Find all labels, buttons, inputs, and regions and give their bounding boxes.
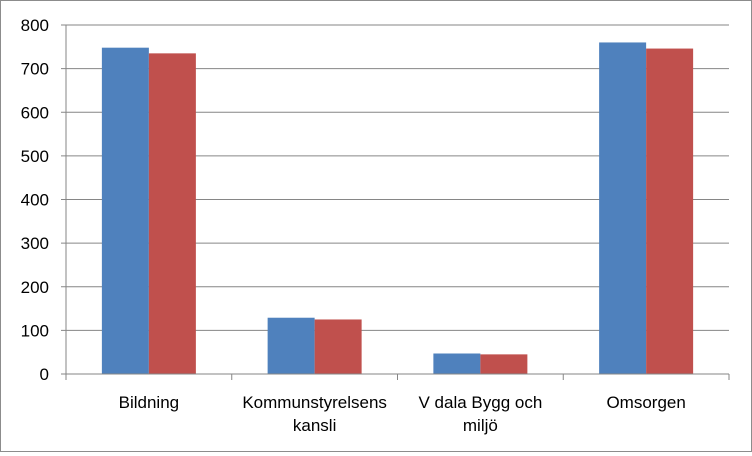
y-tick-label: 300 [21, 234, 49, 253]
y-tick-label: 100 [21, 321, 49, 340]
y-tick-label: 200 [21, 278, 49, 297]
x-tick-label: V dala Bygg och [418, 393, 542, 412]
bar [433, 353, 481, 374]
y-tick-label: 400 [21, 191, 49, 210]
tick-labels: 0 100 200 300 400 500 600 700 800 Bildning Kommuns… [21, 16, 686, 435]
x-tick-label: Bildning [119, 393, 180, 412]
x-tick-label: Omsorgen [606, 393, 685, 412]
bar [267, 317, 315, 374]
y-tick-label: 600 [21, 103, 49, 122]
y-tick-label: 500 [21, 147, 49, 166]
bar [314, 319, 362, 374]
y-tick-label: 800 [21, 16, 49, 35]
x-tick-label: kansli [293, 416, 336, 435]
x-tick-label: Kommunstyrelsens [242, 393, 387, 412]
bar [148, 53, 196, 374]
bar [480, 354, 528, 374]
y-tick-label: 0 [40, 365, 49, 384]
bar [101, 47, 149, 375]
x-tick-label: miljö [463, 416, 498, 435]
bars [101, 42, 694, 375]
axes [61, 24, 730, 380]
bar [646, 48, 694, 375]
bar [599, 42, 647, 374]
y-tick-label: 700 [21, 60, 49, 79]
